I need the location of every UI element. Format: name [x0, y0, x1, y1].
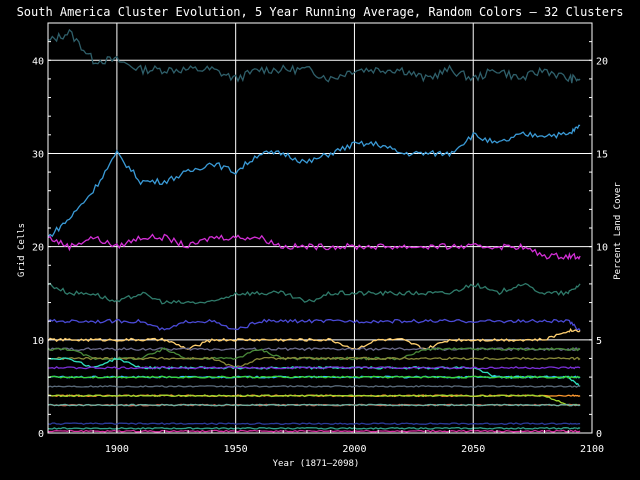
series-cluster-10 — [47, 357, 581, 387]
y-tick-label-4: 40 — [32, 56, 44, 67]
y2-tick-label-3: 15 — [596, 149, 608, 160]
series-cluster-2 — [47, 124, 581, 238]
series-cluster-19 — [47, 422, 581, 426]
y2-axis-label: Percent Land Cover — [613, 182, 623, 280]
y-tick-label-0: 0 — [38, 429, 44, 440]
y2-tick-label-0: 0 — [596, 429, 602, 440]
y-tick-label-1: 10 — [32, 336, 44, 347]
series-cluster-20 — [47, 426, 581, 430]
series-cluster-7 — [47, 347, 581, 352]
y-tick-label-2: 20 — [32, 243, 44, 254]
x-tick-labels: 1900 1950 2000 2050 2100 — [105, 444, 604, 455]
y2-tick-label-1: 5 — [596, 336, 602, 347]
x-tick-label-3: 2050 — [461, 444, 485, 455]
series-cluster-11 — [48, 366, 581, 370]
series-cluster-9 — [47, 356, 581, 368]
series-cluster-21 — [47, 429, 581, 433]
y2-tick-labels: 0 5 10 15 20 — [596, 56, 608, 440]
series-cluster-13 — [47, 375, 581, 379]
x-tick-label-4: 2100 — [580, 444, 604, 455]
series-lines — [47, 28, 581, 433]
series-cluster-4 — [47, 282, 581, 305]
x-tick-label-0: 1900 — [105, 444, 129, 455]
y2-tick-label-4: 20 — [596, 56, 608, 67]
series-cluster-5 — [47, 318, 581, 331]
x-tick-label-2: 2000 — [342, 444, 366, 455]
y-tick-labels: 0 10 20 30 40 — [32, 56, 44, 440]
y2-tick-label-2: 10 — [596, 243, 608, 254]
plot-frame — [47, 22, 593, 434]
series-cluster-16 — [47, 394, 581, 407]
series-cluster-18 — [47, 403, 581, 407]
grid-lines — [48, 23, 593, 434]
series-cluster-6 — [47, 327, 581, 350]
series-cluster-3 — [47, 233, 581, 261]
x-tick-label-1: 1950 — [224, 444, 248, 455]
y-tick-label-3: 30 — [32, 149, 44, 160]
y-axis-label: Grid Cells — [17, 223, 27, 277]
plot-border — [47, 22, 593, 434]
series-cluster-1 — [47, 28, 581, 84]
series-cluster-14 — [47, 384, 581, 388]
chart-title: South America Cluster Evolution, 5 Year … — [17, 5, 624, 19]
x-axis-label: Year (1871–2098) — [273, 459, 360, 469]
